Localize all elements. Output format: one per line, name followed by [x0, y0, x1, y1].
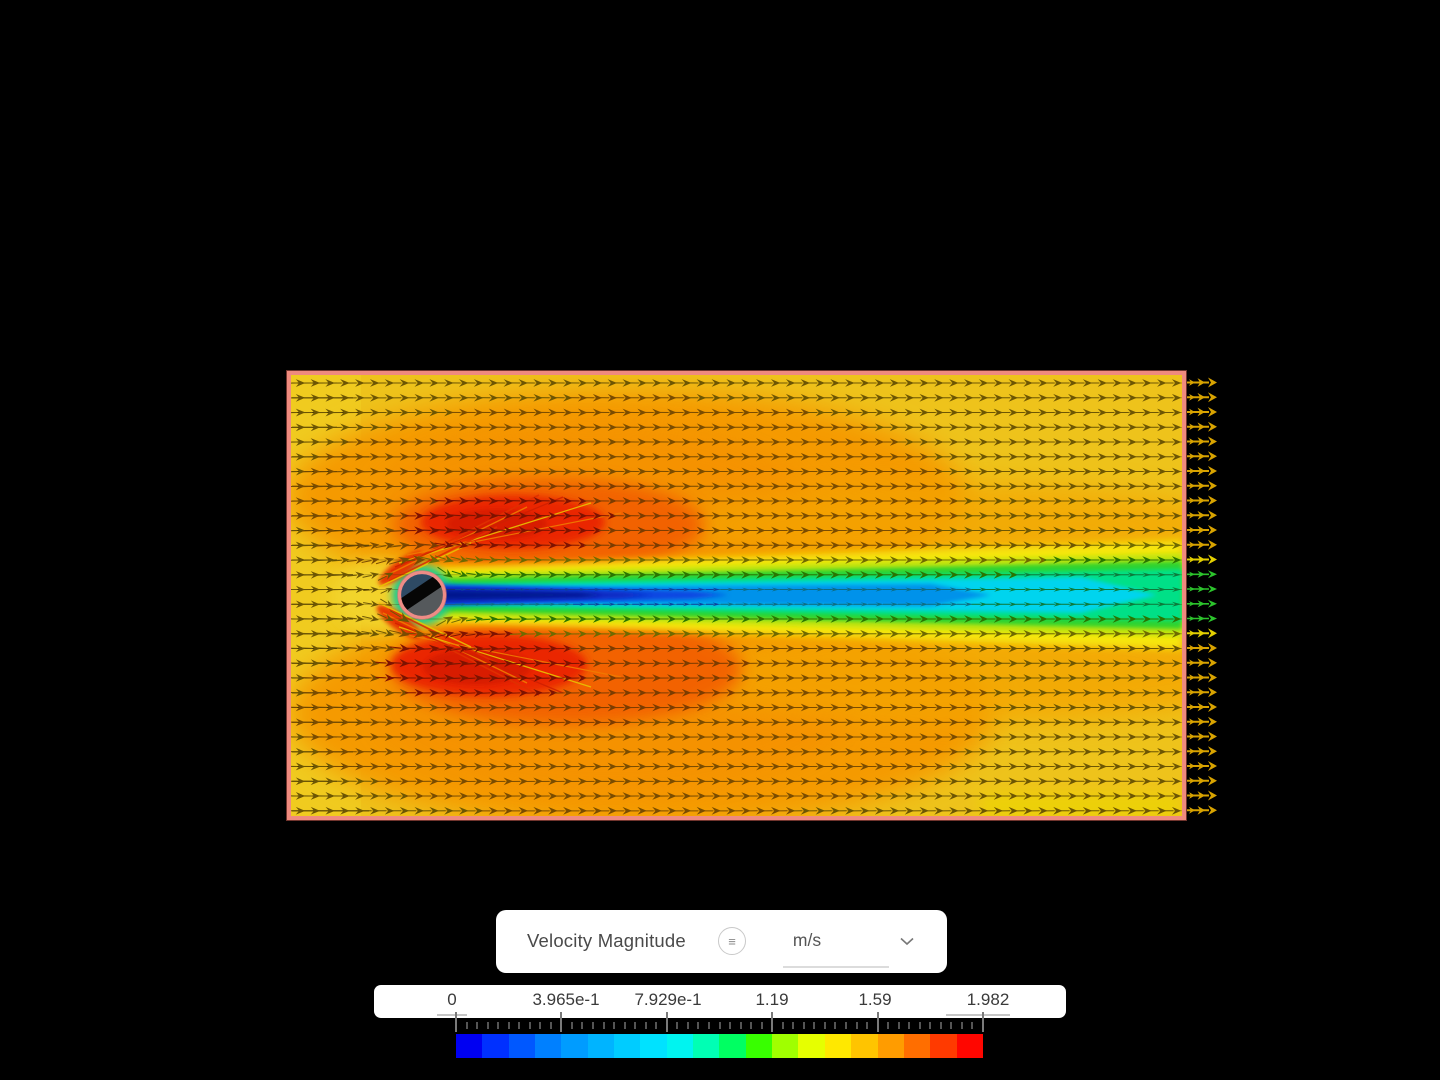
colorbar-segment — [851, 1034, 878, 1058]
colorbar-minor-tick — [897, 1022, 900, 1029]
colorbar-segment — [614, 1034, 641, 1058]
colorbar-scale-card: 0 3.965e-1 7.929e-1 1.19 1.59 1.982 — [374, 985, 1066, 1018]
colorbar-minor-tick — [613, 1022, 616, 1029]
colorbar-minor-tick — [592, 1022, 595, 1029]
colorbar-minor-tick — [486, 1022, 489, 1029]
colorbar-segment — [745, 1034, 773, 1058]
colorbar-tick-label: 1.19 — [755, 990, 789, 1009]
colorbar-segment — [561, 1034, 588, 1058]
colorbar-minor-tick — [739, 1022, 742, 1029]
colorbar-minor-tick — [644, 1022, 647, 1029]
colorbar-segment — [903, 1034, 931, 1058]
colorbar-tick-label: 1.59 — [858, 990, 892, 1009]
colorbar-minor-tick — [539, 1022, 542, 1029]
colorbar-minor-tick — [929, 1022, 932, 1029]
colorbar-segment — [535, 1034, 562, 1058]
colorbar-minor-tick — [686, 1022, 689, 1029]
colorbar-max-value[interactable]: 1.982 — [966, 990, 1010, 1009]
colorbar-segment — [824, 1034, 852, 1058]
colorbar-tick-label: 3.965e-1 — [532, 990, 600, 1009]
colorbar-min-value[interactable]: 0 — [447, 990, 457, 1009]
colorbar-minor-tick — [918, 1022, 921, 1029]
colorbar-segment — [877, 1034, 904, 1058]
colorbar-segment — [693, 1034, 720, 1058]
colorbar-minor-tick — [697, 1022, 700, 1029]
colorbar-minor-tick — [707, 1022, 710, 1029]
colorbar-minor-tick — [718, 1022, 721, 1029]
colorbar-minor-tick — [581, 1022, 584, 1029]
flow-domain-viewport[interactable] — [287, 371, 1186, 820]
colorbar-segment — [772, 1034, 799, 1058]
colorbar-minor-tick — [750, 1022, 753, 1029]
colorbar-minor-tick — [908, 1022, 911, 1029]
colorbar-minor-tick — [971, 1022, 974, 1029]
colorbar-minor-tick — [866, 1022, 869, 1029]
colorbar-minor-tick — [518, 1022, 521, 1029]
colorbar-minor-tick — [855, 1022, 858, 1029]
colorbar-segment — [508, 1034, 536, 1058]
colorbar-minor-tick — [507, 1022, 510, 1029]
menu-lines-icon[interactable]: ≡ — [718, 927, 746, 955]
colorbar-minor-tick — [834, 1022, 837, 1029]
colorbar-minor-tick — [781, 1022, 784, 1029]
colorbar-minor-tick — [497, 1022, 500, 1029]
colorbar-minor-tick — [823, 1022, 826, 1029]
colorbar-minor-tick — [960, 1022, 963, 1029]
colorbar-minor-tick — [729, 1022, 732, 1029]
colorbar-major-tick — [771, 1012, 774, 1032]
unit-value: m/s — [792, 930, 822, 950]
colorbar-major-tick — [665, 1012, 668, 1032]
colorbar-minor-tick — [813, 1022, 816, 1029]
colorbar-minor-tick — [570, 1022, 573, 1029]
colorbar-segment — [798, 1034, 825, 1058]
legend-title: Velocity Magnitude — [527, 930, 686, 951]
colorbar-segment — [456, 1034, 483, 1058]
colorbar-minor-tick — [760, 1022, 763, 1029]
colorbar-minor-tick — [634, 1022, 637, 1029]
chevron-down-icon[interactable] — [900, 937, 914, 946]
colorbar-major-tick — [982, 1012, 984, 1032]
colorbar-minor-tick — [549, 1022, 552, 1029]
unit-select[interactable]: m/s — [762, 930, 852, 951]
colorbar-minor-tick — [655, 1022, 658, 1029]
colorbar-segment — [930, 1034, 957, 1058]
colorbar-segment — [640, 1034, 667, 1058]
unit-select-underline — [783, 966, 889, 968]
colorbar-minor-tick — [528, 1022, 531, 1029]
colorbar-major-tick — [876, 1012, 879, 1032]
colorbar-minor-tick — [950, 1022, 953, 1029]
velocity-vector-field — [291, 375, 1182, 816]
colorbar-segment — [666, 1034, 694, 1058]
colorbar-ticks — [455, 1012, 984, 1034]
colorbar-minor-tick — [676, 1022, 679, 1029]
min-value-underline — [437, 1014, 467, 1016]
colorbar-minor-tick — [602, 1022, 605, 1029]
colorbar-minor-tick — [939, 1022, 942, 1029]
colorbar-segment — [719, 1034, 746, 1058]
colorbar-minor-tick — [465, 1022, 468, 1029]
colorbar-tick-label: 7.929e-1 — [634, 990, 702, 1009]
legend-card: Velocity Magnitude ≡ m/s — [496, 910, 947, 973]
colorbar-gradient — [456, 1034, 983, 1058]
colorbar-segment — [482, 1034, 509, 1058]
colorbar-minor-tick — [792, 1022, 795, 1029]
colorbar-segment — [956, 1034, 983, 1058]
colorbar-major-tick — [455, 1012, 457, 1032]
colorbar-minor-tick — [887, 1022, 890, 1029]
outlet-vector-arrows — [1187, 377, 1217, 816]
colorbar-minor-tick — [844, 1022, 847, 1029]
colorbar-minor-tick — [623, 1022, 626, 1029]
colorbar-minor-tick — [476, 1022, 479, 1029]
colorbar-minor-tick — [802, 1022, 805, 1029]
colorbar-major-tick — [560, 1012, 563, 1032]
colorbar-segment — [587, 1034, 615, 1058]
max-value-underline — [946, 1014, 1010, 1016]
